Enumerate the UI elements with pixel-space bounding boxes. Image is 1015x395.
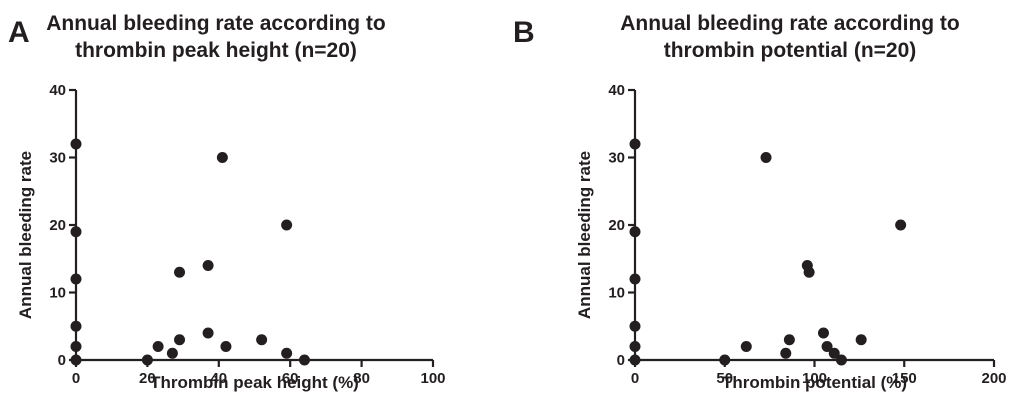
x-tick-label: 50 xyxy=(716,370,733,387)
data-point xyxy=(281,219,293,231)
y-tick-label: 10 xyxy=(608,285,625,302)
y-tick-label: 20 xyxy=(49,217,66,234)
data-point xyxy=(70,226,82,238)
data-point xyxy=(629,138,641,150)
data-point xyxy=(780,347,792,359)
x-tick-label: 150 xyxy=(892,370,917,387)
x-tick-label: 100 xyxy=(420,370,445,387)
panel-letter: A xyxy=(8,16,30,49)
y-tick-label: 40 xyxy=(608,82,625,99)
data-point xyxy=(70,138,82,150)
data-point xyxy=(70,354,82,366)
chart-title: Annual bleeding rate according to thromb… xyxy=(46,12,386,62)
data-point xyxy=(216,152,228,163)
x-tick-label: 0 xyxy=(72,370,80,387)
x-tick-label: 100 xyxy=(802,370,827,387)
data-point xyxy=(281,347,293,359)
data-point xyxy=(202,260,214,271)
data-point xyxy=(220,341,232,352)
x-tick-label: 40 xyxy=(210,370,227,387)
data-point xyxy=(629,354,641,366)
data-point xyxy=(70,273,82,285)
data-point xyxy=(629,273,641,285)
data-point xyxy=(152,341,164,352)
y-tick-label: 0 xyxy=(58,352,66,369)
data-point xyxy=(256,334,268,346)
data-point xyxy=(629,320,641,332)
x-axis-title: Thrombin peak height (%) xyxy=(150,373,359,392)
data-point xyxy=(783,334,795,346)
data-point xyxy=(821,341,833,352)
data-point xyxy=(835,354,847,366)
data-point xyxy=(740,341,752,352)
data-point xyxy=(817,327,829,339)
x-tick-label: 20 xyxy=(139,370,156,387)
x-tick-label: 200 xyxy=(981,370,1006,387)
panel-a: A Annual bleeding rate according to thro… xyxy=(0,0,507,395)
data-point xyxy=(70,320,82,332)
y-axis-title: Annual bleeding rate xyxy=(575,151,594,319)
data-point xyxy=(174,266,186,278)
y-tick-label: 0 xyxy=(617,352,625,369)
data-point xyxy=(803,266,815,278)
panel-b: B Annual bleeding rate according to thro… xyxy=(507,0,1014,395)
data-point xyxy=(70,341,82,352)
y-tick-label: 30 xyxy=(608,150,625,167)
scatter-plot-b: 0 10 20 30 40 0 50 100 150 200 Thrombin potential … xyxy=(575,82,1007,392)
data-point xyxy=(760,152,772,163)
scatter-plot-a: 0 10 20 30 40 0 20 40 60 80 100 Thrombin peak heigh… xyxy=(16,82,446,392)
y-tick-label: 10 xyxy=(49,285,66,302)
x-tick-label: 60 xyxy=(282,370,299,387)
chart-title: Annual bleeding rate according to thromb… xyxy=(620,12,960,62)
x-tick-label: 0 xyxy=(631,370,639,387)
data-point xyxy=(629,226,641,238)
x-axis-title: Thrombin potential (%) xyxy=(722,373,907,392)
data-point xyxy=(202,327,214,339)
data-point xyxy=(298,354,310,366)
data-point xyxy=(855,334,867,346)
panel-letter: B xyxy=(513,16,535,49)
data-point xyxy=(166,347,178,359)
data-point xyxy=(174,334,186,346)
y-tick-label: 30 xyxy=(49,150,66,167)
data-point xyxy=(828,347,840,359)
y-axis-title: Annual bleeding rate xyxy=(16,151,35,319)
y-tick-label: 40 xyxy=(49,82,66,99)
data-point xyxy=(719,354,731,366)
data-point xyxy=(141,354,153,366)
data-point xyxy=(895,219,907,231)
data-point xyxy=(629,341,641,352)
y-tick-label: 20 xyxy=(608,217,625,234)
x-tick-label: 80 xyxy=(353,370,370,387)
